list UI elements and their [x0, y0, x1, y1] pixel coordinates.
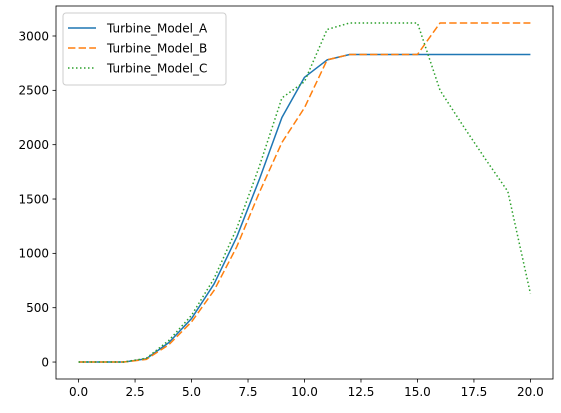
x-tick-label: 0.0: [69, 385, 88, 399]
plot-lines: [78, 22, 532, 363]
x-tick-label: 15.0: [404, 385, 431, 399]
y-tick-label: 1500: [18, 192, 49, 206]
y-tick-label: 0: [41, 355, 49, 369]
legend-box: [62, 12, 227, 86]
series-line-turbine-model-b: [78, 22, 531, 363]
x-tick-label: 17.5: [461, 385, 488, 399]
x-tick-label: 2.5: [126, 385, 145, 399]
x-tick-label: 10.0: [291, 385, 318, 399]
y-tick-label: 500: [26, 301, 49, 315]
y-tick-label: 2500: [18, 84, 49, 98]
legend-label-turbine-model-a: Turbine_Model_A: [106, 21, 208, 35]
x-tick-label: 5.0: [182, 385, 201, 399]
y-tick-label: 1000: [18, 247, 49, 261]
y-tick-label: 3000: [18, 29, 49, 43]
y-axis: 0 500 1000 1500 2000 2500 3000: [18, 29, 56, 369]
x-tick-label: 20.0: [517, 385, 544, 399]
x-tick-label: 12.5: [348, 385, 375, 399]
series-line-turbine-model-a: [78, 53, 531, 363]
x-tick-label: 7.5: [238, 385, 257, 399]
x-axis: 0.0 2.5 5.0 7.5 10.0 12.5 15.0 17.5 20.0: [69, 379, 544, 399]
legend-label-turbine-model-c: Turbine_Model_C: [106, 61, 207, 75]
y-tick-label: 2000: [18, 138, 49, 152]
legend-label-turbine-model-b: Turbine_Model_B: [106, 41, 207, 55]
legend: Turbine_Model_A Turbine_Model_B Turbine_Mo…: [62, 12, 227, 86]
